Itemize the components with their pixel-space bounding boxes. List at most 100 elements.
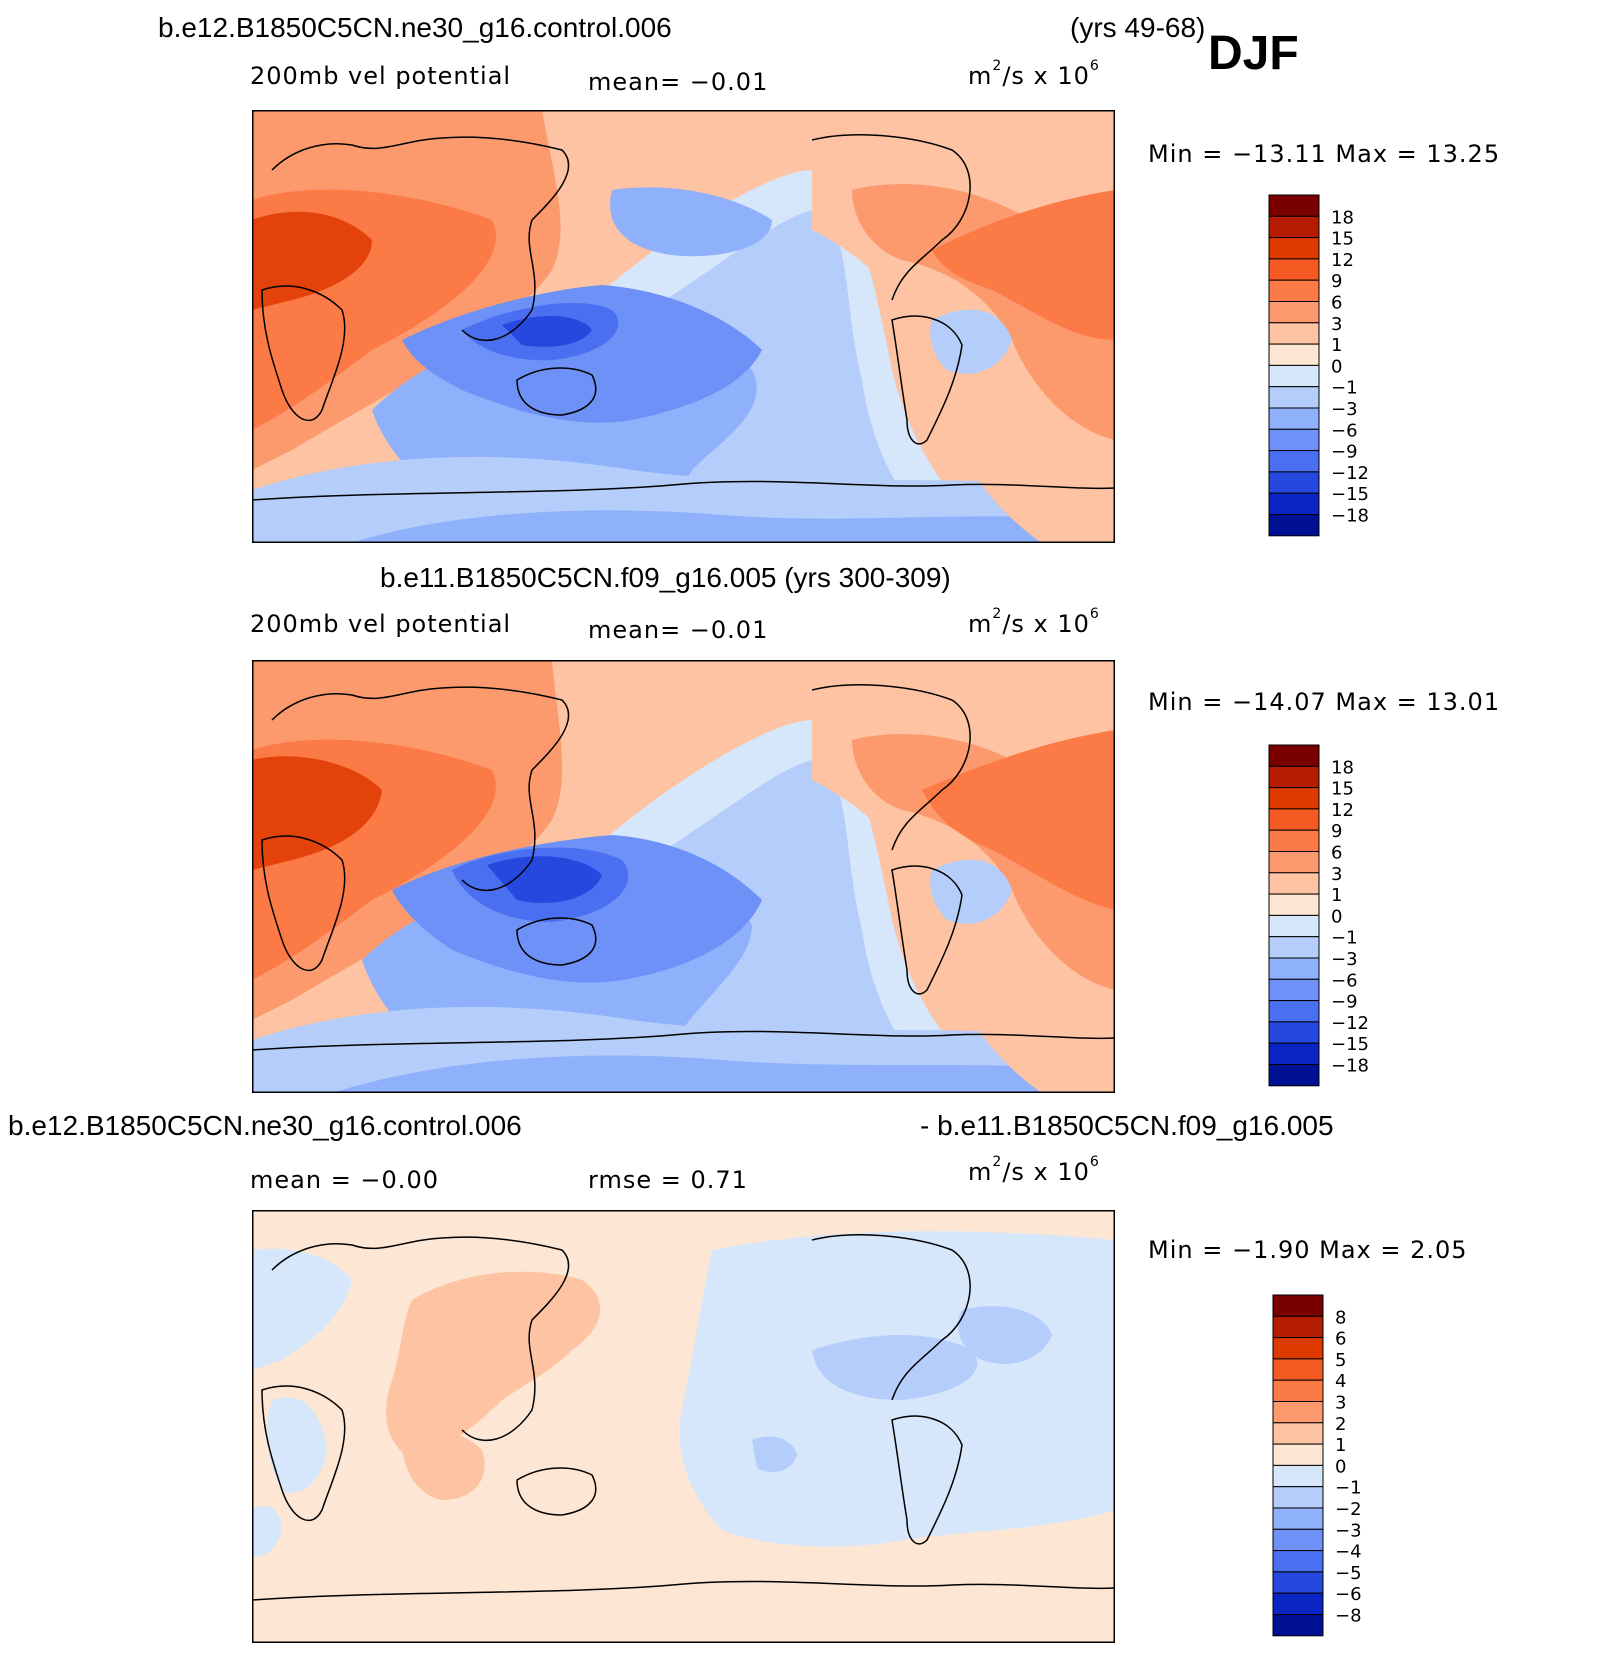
colorbar-label: −9 bbox=[1331, 442, 1358, 463]
case-title: b.e12.B1850C5CN.ne30_g16.control.006 bbox=[158, 12, 672, 43]
colorbar-label: 12 bbox=[1331, 250, 1354, 271]
colorbar-box bbox=[1272, 1486, 1324, 1509]
colorbar-label: −3 bbox=[1331, 949, 1358, 970]
colorbar-label: 4 bbox=[1335, 1371, 1346, 1392]
colorbar-label: 9 bbox=[1331, 821, 1342, 842]
map-panel3 bbox=[252, 1210, 1115, 1643]
coastline-north-america bbox=[811, 684, 971, 851]
field-region-atlantic-max bbox=[932, 190, 1115, 340]
colorbar-box bbox=[1268, 514, 1320, 537]
field-region-antarctic bbox=[252, 1603, 1115, 1643]
map-frame bbox=[252, 660, 1115, 1093]
colorbar-box bbox=[1268, 386, 1320, 409]
colorbar-box bbox=[1268, 279, 1320, 302]
colorbar-label: 0 bbox=[1331, 356, 1342, 377]
colorbar-label: −6 bbox=[1331, 420, 1358, 441]
coastline-eurasia bbox=[271, 686, 570, 891]
colorbar-label: 6 bbox=[1331, 843, 1342, 864]
colorbar-label: 0 bbox=[1335, 1456, 1346, 1477]
colorbar-label: −1 bbox=[1331, 928, 1358, 949]
map-frame bbox=[252, 110, 1115, 543]
colorbar-box bbox=[1268, 957, 1320, 980]
field-region-middle-east-max bbox=[252, 756, 382, 870]
colorbar-box bbox=[1272, 1571, 1324, 1594]
colorbar-box bbox=[1268, 1042, 1320, 1066]
field-region-pacific-spot bbox=[752, 1436, 797, 1472]
colorbar-box bbox=[1268, 893, 1320, 916]
colorbar-box bbox=[1268, 194, 1320, 217]
colorbar-label: 3 bbox=[1331, 864, 1342, 885]
panel1-units: m2/s x 106 bbox=[968, 58, 1100, 90]
colorbar-box bbox=[1272, 1379, 1324, 1402]
colorbar-label: −5 bbox=[1335, 1563, 1362, 1584]
colorbar-label: 3 bbox=[1331, 314, 1342, 335]
field-region-australia-high bbox=[402, 1431, 485, 1500]
colorbar-label: 12 bbox=[1331, 800, 1354, 821]
colorbar-label: −12 bbox=[1331, 1013, 1369, 1034]
field-region-sw-low bbox=[252, 1506, 282, 1557]
colorbar-box bbox=[1268, 492, 1320, 516]
field-region-antarctic bbox=[332, 1055, 1115, 1093]
field-region-antarctic bbox=[352, 510, 1115, 543]
colorbar-box bbox=[1272, 1337, 1324, 1360]
diff-title-right: - b.e11.B1850C5CN.f09_g16.005 bbox=[920, 1110, 1334, 1141]
colorbar-box bbox=[1268, 258, 1320, 281]
field-region-africa-low bbox=[266, 1397, 327, 1493]
colorbar-label: −6 bbox=[1335, 1584, 1362, 1605]
colorbar-label: 1 bbox=[1331, 885, 1342, 906]
field-region-europe-low bbox=[252, 1248, 352, 1370]
field-region-atlantic-low bbox=[958, 1306, 1052, 1364]
colorbar-box bbox=[1268, 765, 1320, 789]
coastline-eurasia bbox=[271, 1236, 570, 1441]
colorbar-label: −12 bbox=[1331, 463, 1369, 484]
colorbar-label: −6 bbox=[1331, 970, 1358, 991]
map-frame bbox=[252, 1210, 1115, 1643]
field-region-south-america-low bbox=[930, 859, 1012, 924]
colorbar-label: −1 bbox=[1331, 378, 1358, 399]
colorbar-box bbox=[1268, 428, 1320, 452]
colorbar-box bbox=[1268, 1000, 1320, 1023]
colorbar-box bbox=[1272, 1443, 1324, 1466]
colorbar-label: −8 bbox=[1335, 1606, 1362, 1627]
map-panel2 bbox=[252, 660, 1115, 1093]
panel1-minmax: Min = −13.11 Max = 13.25 bbox=[1148, 140, 1501, 168]
colorbar-box bbox=[1268, 914, 1320, 938]
coastline-antarctica bbox=[252, 1580, 1115, 1601]
colorbar-label: 0 bbox=[1331, 906, 1342, 927]
coastline-south-america bbox=[891, 1415, 963, 1545]
field-region-atlantic-max bbox=[922, 730, 1115, 910]
colorbar-label: 9 bbox=[1331, 271, 1342, 292]
colorbar-label: 15 bbox=[1331, 779, 1354, 800]
coastline-australia bbox=[516, 367, 597, 416]
colorbar-box bbox=[1268, 237, 1320, 260]
control-title: b.e11.B1850C5CN.f09_g16.005 (yrs 300-309… bbox=[380, 562, 951, 593]
colorbar-label: 1 bbox=[1331, 335, 1342, 356]
colorbar-label: 18 bbox=[1331, 207, 1354, 228]
colorbar-label: 5 bbox=[1335, 1350, 1346, 1371]
colorbar-label: −15 bbox=[1331, 1034, 1369, 1055]
panel1-mean-label: mean= −0.01 bbox=[588, 68, 769, 96]
colorbar-label: −15 bbox=[1331, 484, 1369, 505]
colorbar-label: 6 bbox=[1335, 1329, 1346, 1350]
colorbar-label: −2 bbox=[1335, 1499, 1362, 1520]
panel3-minmax: Min = −1.90 Max = 2.05 bbox=[1148, 1236, 1468, 1264]
colorbar-box bbox=[1268, 808, 1320, 831]
panel2-variable-label: 200mb vel potential bbox=[250, 610, 512, 638]
panel2-minmax: Min = −14.07 Max = 13.01 bbox=[1148, 688, 1501, 716]
field-region-maritime-min bbox=[502, 315, 592, 347]
colorbar-box bbox=[1268, 744, 1320, 767]
colorbar-box bbox=[1268, 301, 1320, 324]
panel3-units: m2/s x 106 bbox=[968, 1154, 1100, 1186]
colorbar-box bbox=[1272, 1358, 1324, 1381]
coastline-africa bbox=[261, 1385, 346, 1522]
coastline-antarctica bbox=[252, 1030, 1115, 1051]
colorbar-box bbox=[1268, 450, 1320, 473]
panel1-variable-label: 200mb vel potential bbox=[250, 62, 512, 90]
colorbar-box bbox=[1268, 978, 1320, 1002]
colorbar-label: −9 bbox=[1331, 992, 1358, 1013]
colorbar-box bbox=[1268, 322, 1320, 345]
colorbar-label: −3 bbox=[1331, 399, 1358, 420]
coastline-south-america bbox=[891, 315, 963, 445]
field-region-asia-high bbox=[386, 1271, 601, 1460]
